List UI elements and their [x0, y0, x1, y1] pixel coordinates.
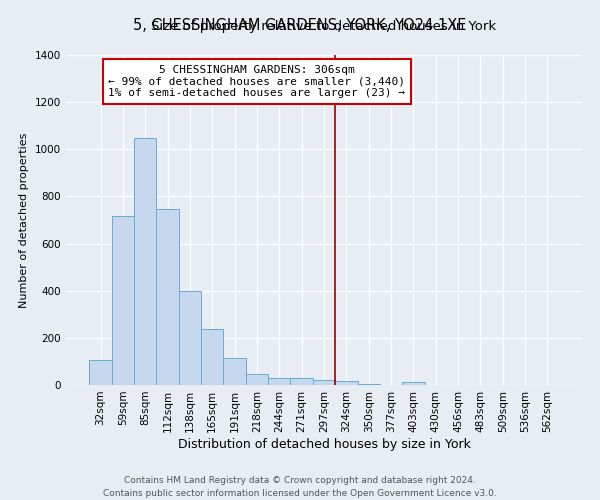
- Y-axis label: Number of detached properties: Number of detached properties: [19, 132, 29, 308]
- Bar: [157, 210, 179, 385]
- Bar: [358, 384, 380, 385]
- Bar: [268, 378, 290, 385]
- Text: 5 CHESSINGHAM GARDENS: 306sqm
← 99% of detached houses are smaller (3,440)
1% of: 5 CHESSINGHAM GARDENS: 306sqm ← 99% of d…: [109, 65, 406, 98]
- Bar: [335, 381, 358, 385]
- Text: 5, CHESSINGHAM GARDENS, YORK, YO24 1XE: 5, CHESSINGHAM GARDENS, YORK, YO24 1XE: [133, 18, 467, 32]
- Bar: [290, 378, 313, 385]
- X-axis label: Distribution of detached houses by size in York: Distribution of detached houses by size …: [178, 438, 470, 450]
- Bar: [246, 374, 268, 385]
- Bar: [201, 329, 223, 385]
- Bar: [313, 380, 335, 385]
- Title: Size of property relative to detached houses in York: Size of property relative to detached ho…: [151, 20, 497, 33]
- Bar: [112, 216, 134, 385]
- Text: Contains HM Land Registry data © Crown copyright and database right 2024.
Contai: Contains HM Land Registry data © Crown c…: [103, 476, 497, 498]
- Bar: [223, 358, 246, 385]
- Bar: [89, 360, 112, 385]
- Bar: [402, 382, 425, 385]
- Bar: [134, 138, 157, 385]
- Bar: [179, 290, 201, 385]
